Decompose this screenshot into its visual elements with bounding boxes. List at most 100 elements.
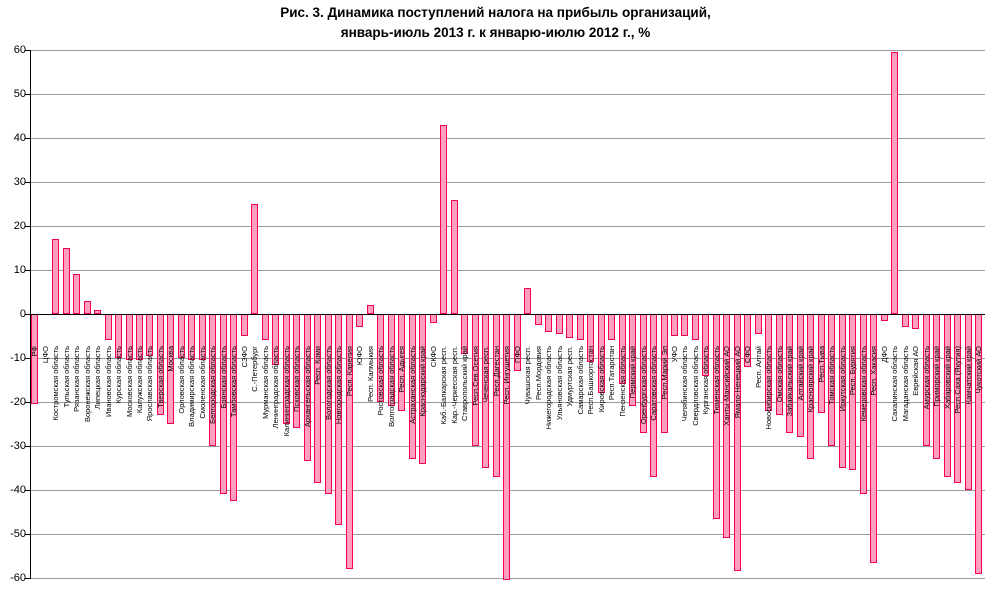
bar-Респ. Алтай	[754, 314, 762, 334]
bar-Респ.Татарстан	[608, 314, 616, 341]
y-tick-mark-30	[25, 181, 30, 183]
bar-Ростовская область	[377, 314, 385, 402]
category-label-text: Саратовская область	[649, 346, 658, 421]
bar-ПФО	[513, 314, 521, 372]
category-label-text: Курганская область	[701, 346, 711, 415]
bar-Респ. Коми	[314, 314, 322, 484]
bar-Тульская область	[62, 248, 70, 314]
category-label-text: Омская область	[774, 346, 784, 403]
bar-Кировская область	[597, 314, 605, 394]
category-label-text: Респ. Алтай	[753, 346, 763, 388]
bar-Амурская область	[922, 314, 930, 446]
y-tick-mark-0	[25, 313, 30, 315]
y-axis-line	[30, 50, 31, 579]
bar-Московская область	[125, 314, 133, 361]
gridline-60	[30, 49, 985, 51]
y-tick-label--30: -30	[10, 440, 26, 452]
category-label-text: Амурская область	[921, 346, 931, 410]
y-tick-label-10: 10	[13, 264, 26, 276]
category-label-text: Тульская область	[61, 346, 71, 408]
category-label-text: Ставропольский край	[460, 346, 470, 421]
category-label-text: Брянская область	[218, 346, 228, 409]
y-tick-label--40: -40	[10, 484, 26, 496]
category-label-text: Смоленская область	[197, 346, 207, 419]
bar-Астраханская область	[408, 314, 416, 460]
y-tick-mark-10	[25, 269, 30, 271]
category-label-text: Чукотский АО	[974, 346, 984, 394]
category-label-text: Рязанская область	[72, 346, 82, 412]
bar-Вологодская область	[324, 314, 332, 495]
bar-ДФО	[880, 314, 888, 321]
category-label-text: Вологодская область	[323, 346, 333, 420]
bar-Пермский край	[629, 314, 637, 407]
bar-Челябинская область	[681, 314, 689, 336]
bar-Мурманская область	[261, 314, 269, 341]
bar-Тамбовская область	[230, 314, 238, 501]
y-tick-mark-20	[25, 225, 30, 227]
y-tick-mark-50	[25, 93, 30, 95]
category-label-text: Астраханская область	[407, 346, 417, 424]
category-label-text: Респ.Башкортостан	[586, 346, 596, 415]
category-label-text: Мурманская область	[260, 346, 270, 419]
bar-Орловская область	[177, 314, 185, 358]
category-label-text: Респ.Тыва	[816, 346, 826, 383]
category-label-text: Пензенская область	[617, 346, 627, 417]
category-label-text: Тверская область	[155, 346, 165, 408]
category-label-text: Волгоградская область	[386, 346, 396, 427]
category-label-text: Тамбовская область	[229, 346, 239, 418]
category-label-text: Ярославская область	[145, 346, 155, 422]
category-label-text: РФ	[30, 346, 40, 357]
bar-Москва	[167, 314, 175, 424]
bar-Респ.Саха (Якутия)	[954, 314, 962, 484]
category-label-text: Московская область	[124, 346, 134, 417]
y-tick-label--10: -10	[10, 352, 26, 364]
category-label-text: Забайкальский край	[785, 346, 795, 417]
category-label-text: Магаданская область	[900, 346, 910, 422]
y-tick-mark--20	[25, 401, 30, 403]
category-label-text: Свердловская область	[690, 346, 700, 426]
bar-Брянская область	[219, 314, 227, 495]
bar-Самарская область	[576, 314, 584, 341]
bar-Томская область	[828, 314, 836, 446]
bar-Еврейская АО	[912, 314, 920, 330]
y-tick-mark-60	[25, 49, 30, 51]
category-label-text: Респ.Татарстан	[607, 346, 617, 401]
category-label-text: Респ. Ингушетия	[502, 346, 512, 405]
bar-Пензенская область	[618, 314, 626, 385]
bar-Респ. Карелия	[345, 314, 353, 570]
y-tick-label-20: 20	[13, 220, 26, 232]
y-tick-mark--50	[25, 533, 30, 535]
gridline-50	[30, 93, 985, 95]
y-tick-label-60: 60	[13, 44, 26, 56]
bar-Чеченская респ.	[482, 314, 490, 468]
y-tick-label-30: 30	[13, 176, 26, 188]
category-label-text: УФО	[669, 346, 679, 363]
category-label-text: Калужская область	[135, 346, 144, 414]
category-label-text: Хабаровский край	[942, 346, 952, 410]
category-label-text: Нижегородская область	[544, 346, 554, 430]
category-label-text: Орловская область	[176, 346, 186, 414]
category-label-text: Иркутская область	[837, 346, 847, 412]
bar-Рязанская область	[73, 274, 81, 314]
category-label-text: Кемеровская область	[858, 346, 868, 422]
category-label-text: Респ. Хакасия	[869, 346, 879, 396]
category-label-text: Чеченская респ.	[481, 346, 491, 403]
y-tick-mark--40	[25, 489, 30, 491]
y-tick-label--60: -60	[10, 572, 26, 584]
y-tick-mark-40	[25, 137, 30, 139]
category-label-text: Оренбургская область	[638, 346, 648, 425]
category-label-text: Еврейская АО	[911, 346, 921, 396]
y-tick-mark--60	[25, 577, 30, 579]
category-label-text: Томская область	[827, 346, 837, 405]
category-label-text: Тюменская область	[711, 346, 721, 415]
bar-Псковская область	[293, 314, 301, 429]
bar-Респ. Бурятия	[849, 314, 857, 471]
bar-ЮФО	[356, 314, 364, 328]
bar-Алтайский край	[796, 314, 804, 438]
category-label-text: Москва	[166, 346, 176, 372]
category-label-text: Ульяновская область	[554, 346, 564, 421]
category-label-text: Чувашская респ.	[523, 346, 533, 405]
bar-Респ. Калмыкия	[366, 305, 374, 314]
bar-Респ.Сев.Осетия	[471, 314, 479, 446]
